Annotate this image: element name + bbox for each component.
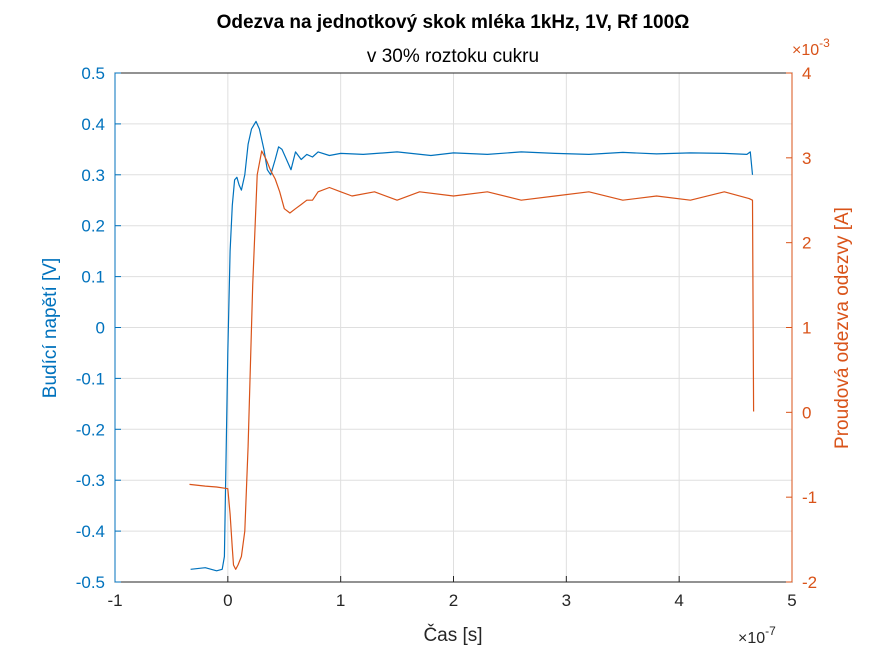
x-axis-label: Čas [s]: [423, 624, 482, 646]
series-line-current: [189, 150, 755, 570]
x-axis-exponent: ×10-7: [738, 624, 776, 647]
left-tick-label: 0.3: [81, 166, 105, 185]
x-tick-label: 5: [787, 591, 796, 610]
left-tick-label: -0.3: [76, 471, 105, 490]
left-tick-label: 0.4: [81, 115, 105, 134]
series-line-voltage: [190, 120, 754, 572]
grid: [114, 72, 793, 583]
right-tick-label: 2: [802, 234, 811, 253]
left-y-axis: 0.5 0.4 0.3 0.2 0.1 0 -0.1 -0.2 -0.3 -0.4 -0.5: [76, 64, 121, 592]
right-tick-label: -1: [802, 488, 817, 507]
x-axis-exponent-value: -7: [765, 624, 776, 638]
plot-series: [189, 120, 755, 572]
x-tick-label: -1: [107, 591, 122, 610]
left-tick-label: 0.5: [81, 64, 105, 83]
right-tick-label: -2: [802, 573, 817, 592]
x-tick-label: 3: [562, 591, 571, 610]
right-tick-label: 3: [802, 149, 811, 168]
right-axis-exponent: ×10-3: [792, 36, 830, 59]
left-y-axis-label: Budící napětí [V]: [40, 258, 61, 398]
x-tick-label: 4: [674, 591, 683, 610]
left-tick-label: 0.2: [81, 217, 105, 236]
left-tick-label: -0.1: [76, 369, 105, 388]
right-axis-exponent-value: -3: [819, 36, 830, 50]
left-tick-label: 0.1: [81, 268, 105, 287]
x-axis: -1 0 1 2 3 4 5: [107, 576, 797, 610]
right-tick-label: 4: [802, 64, 811, 83]
right-y-axis-label: Proudová odezva odezvy [A]: [832, 207, 853, 449]
right-tick-label: 0: [802, 403, 811, 422]
right-tick-label: 1: [802, 319, 811, 338]
x-tick-label: 0: [223, 591, 232, 610]
left-tick-label: -0.2: [76, 420, 105, 439]
x-tick-label: 2: [449, 591, 458, 610]
left-tick-label: -0.4: [76, 522, 105, 541]
left-tick-label: -0.5: [76, 573, 105, 592]
chart-title: Odezva na jednotkový skok mléka 1kHz, 1V…: [217, 12, 690, 33]
chart-subtitle: v 30% roztoku cukru: [367, 46, 539, 67]
right-y-axis: 4 3 2 1 0 -1 -2: [786, 64, 817, 592]
left-tick-label: 0: [96, 319, 105, 338]
x-tick-label: 1: [336, 591, 345, 610]
